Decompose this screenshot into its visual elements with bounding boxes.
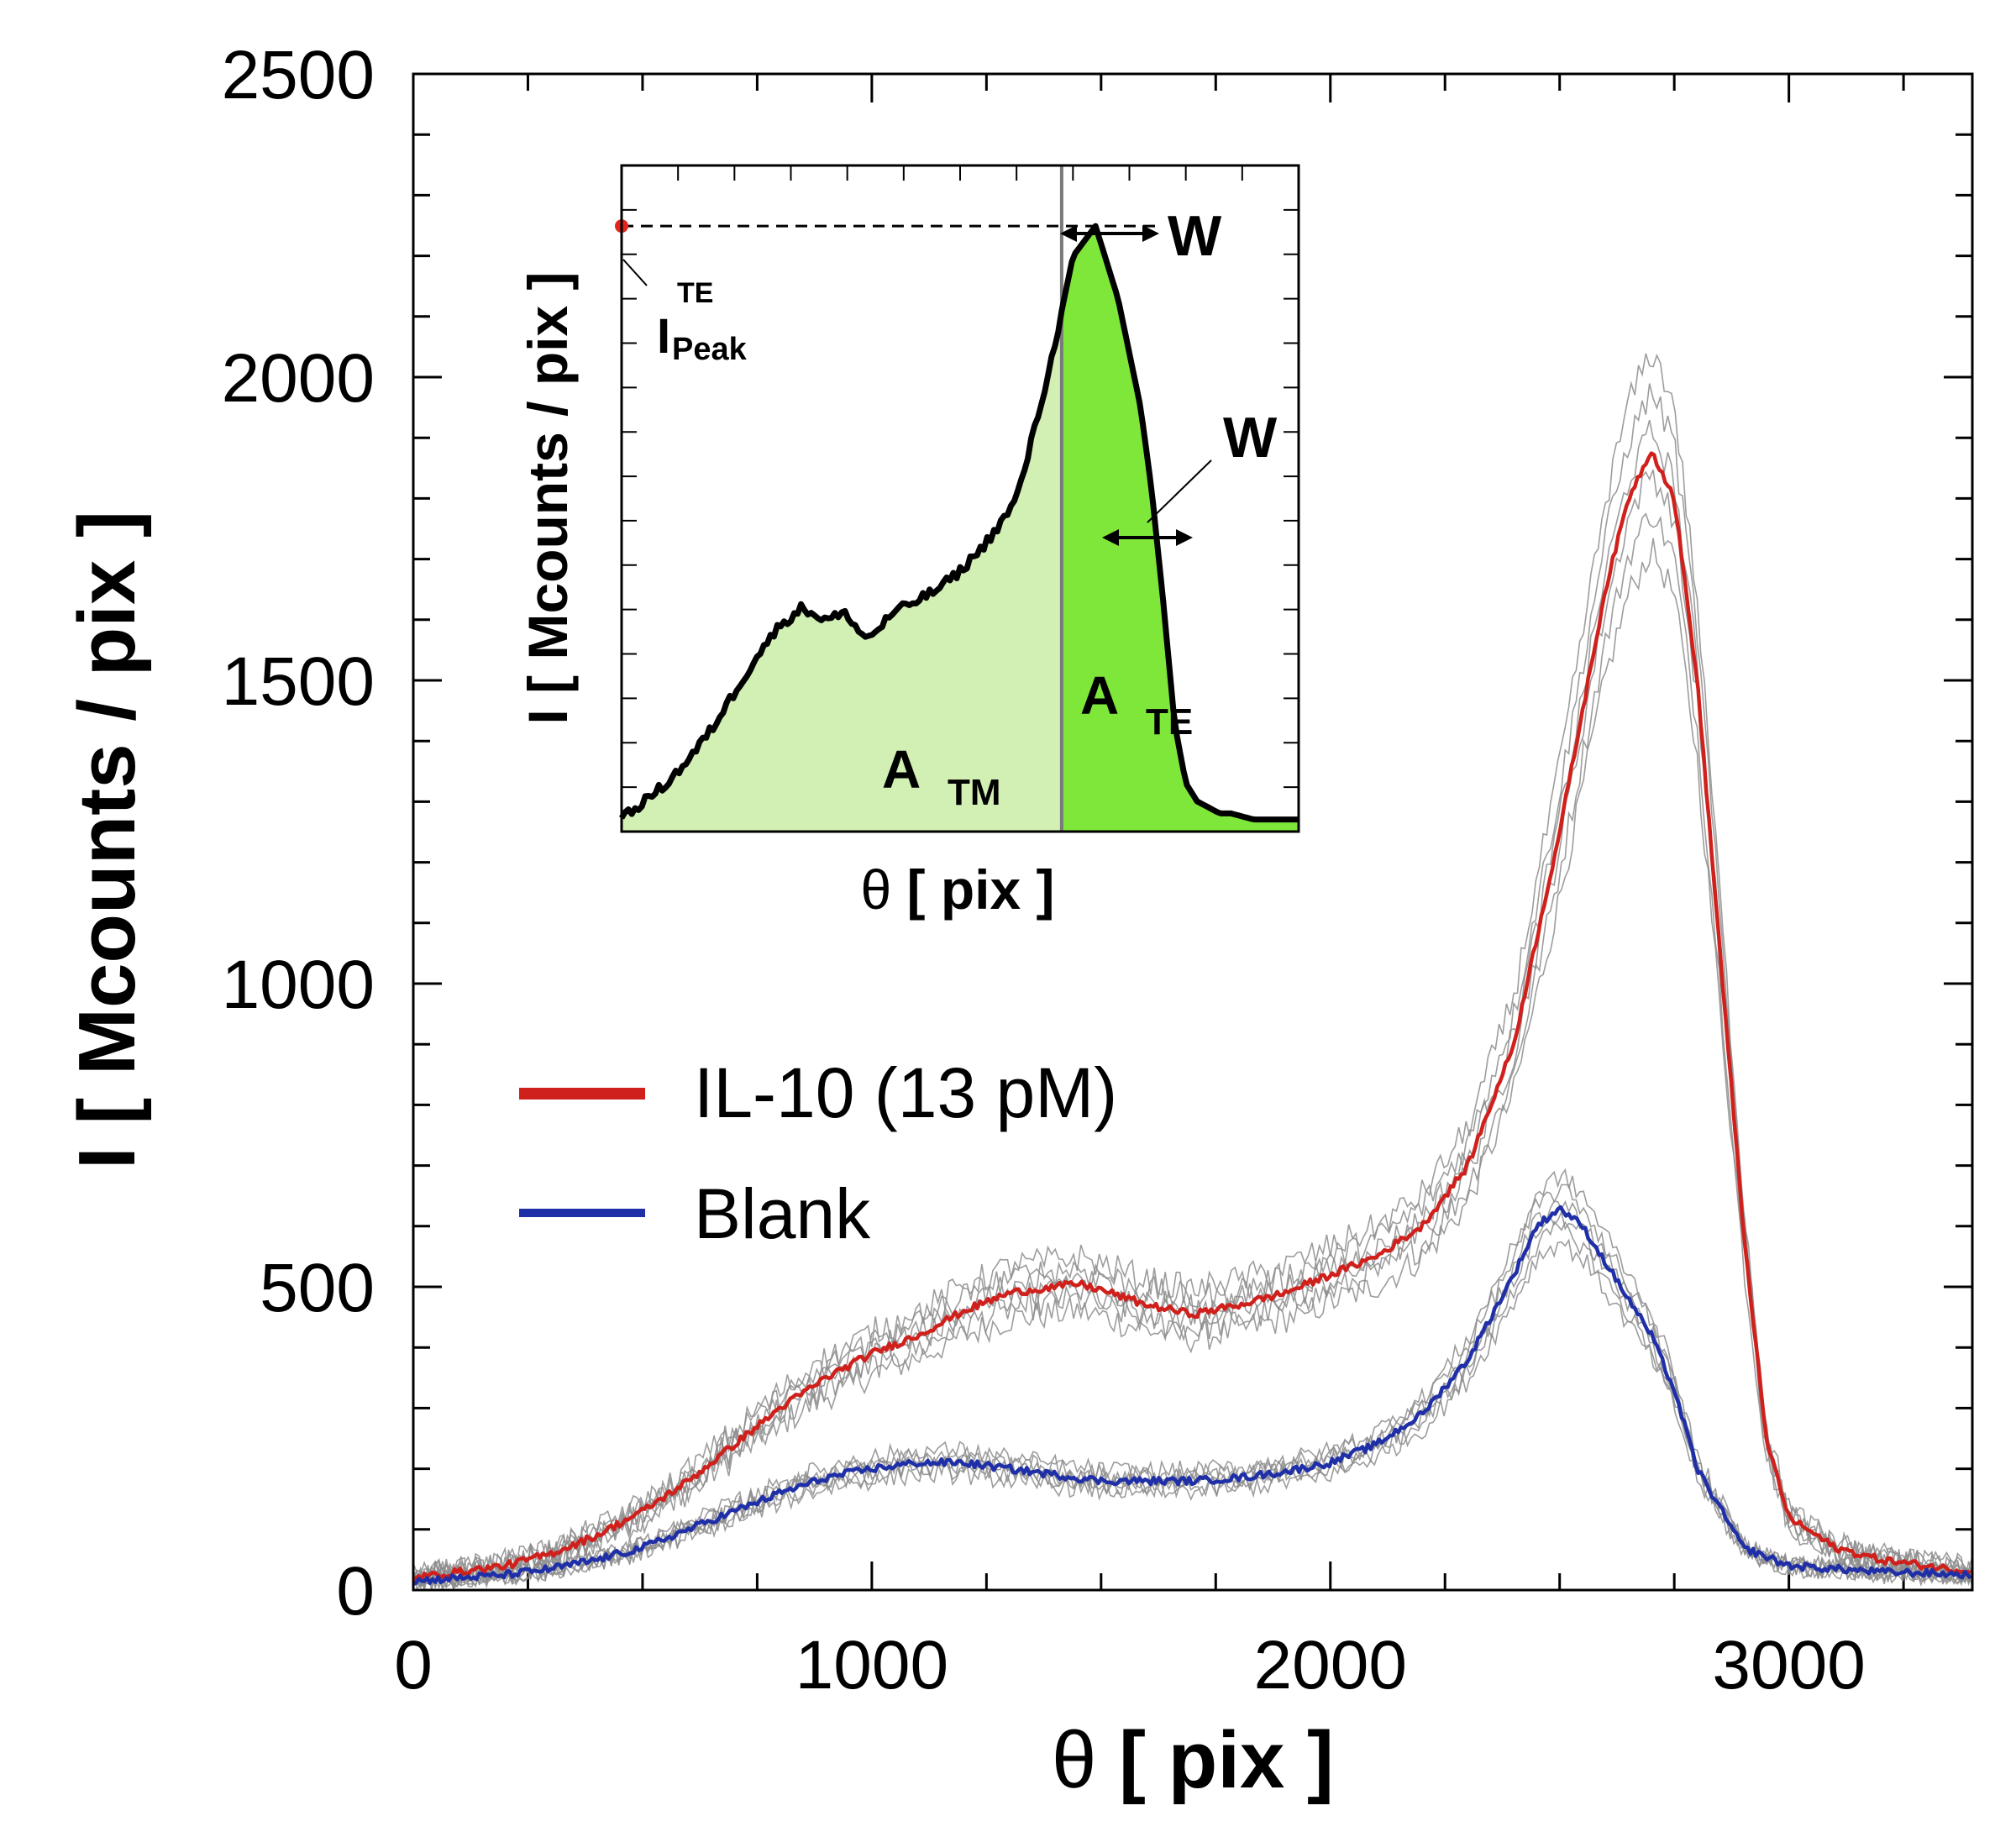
inset-area-tm-label: A xyxy=(882,739,921,800)
y-tick-label: 0 xyxy=(336,1553,375,1630)
x-tick-label: 2000 xyxy=(1254,1627,1407,1703)
replicate-trace xyxy=(412,353,1973,1588)
inset-peak-label-sup: TE xyxy=(677,277,713,309)
x-tick-labels: 0 1000 2000 3000 xyxy=(394,1627,1866,1703)
y-tick-label: 500 xyxy=(260,1250,375,1326)
plot-frame xyxy=(412,72,1974,1592)
inset-area-tm-sub: TM xyxy=(948,772,1001,813)
inset-w-top-label: W xyxy=(1168,204,1222,268)
inset-curve xyxy=(618,223,1299,823)
inset-w-mid-arrow xyxy=(1102,529,1193,546)
inset-area-te xyxy=(1061,226,1299,832)
x-axis-unit: [ pix ] xyxy=(1119,1715,1334,1805)
y-tick-label: 1000 xyxy=(222,947,375,1023)
inset-frame xyxy=(620,164,1300,833)
replicate-trace xyxy=(412,1168,1973,1588)
inset-y-axis-title: I [ Mcounts / pix ] xyxy=(517,272,579,725)
inset-peak-label-main: I xyxy=(657,309,670,364)
inset-chart: I TE Peak W W A TM A TE I [ Mcounts / pi… xyxy=(517,164,1300,921)
ticks-layer xyxy=(412,72,1972,1592)
x-tick-label: 1000 xyxy=(795,1627,948,1703)
y-axis-title: I [ Mcounts / pix ] xyxy=(62,511,152,1169)
legend: IL-10 (13 pM) Blank xyxy=(519,1053,1117,1253)
x-tick-label: 3000 xyxy=(1712,1627,1865,1703)
inset-peak-leader xyxy=(622,259,648,286)
series-line-il10 xyxy=(412,451,1971,1582)
inset-area-te-sub: TE xyxy=(1146,701,1193,743)
y-tick-label: 1500 xyxy=(222,643,375,720)
inset-area-te-label: A xyxy=(1080,665,1119,726)
series-layer xyxy=(412,451,1972,1586)
inset-area-tm xyxy=(622,311,1062,832)
inset-w-mid-leader xyxy=(1147,459,1212,523)
y-tick-label: 2000 xyxy=(222,340,375,417)
y-tick-labels: 0 500 1000 1500 2000 2500 xyxy=(222,37,375,1630)
legend-label-blank: Blank xyxy=(694,1174,871,1253)
inset-peak-label: I xyxy=(657,309,670,364)
series-line-blank xyxy=(412,1205,1972,1586)
inset-w-top-arrow xyxy=(1060,225,1159,242)
x-axis-title: θ [ pix ] xyxy=(1052,1715,1334,1805)
inset-w-mid-label: W xyxy=(1223,406,1278,470)
legend-label-il10: IL-10 (13 pM) xyxy=(694,1053,1117,1132)
inset-x-axis-title: θ [ pix ] xyxy=(860,858,1054,921)
replicate-trace xyxy=(412,512,1973,1585)
x-tick-label: 0 xyxy=(394,1627,433,1703)
x-axis-symbol: θ xyxy=(1052,1715,1096,1805)
inset-x-axis-symbol: θ xyxy=(860,858,891,921)
y-tick-label: 2500 xyxy=(222,37,375,113)
replicate-traces xyxy=(412,353,1973,1592)
inset-peak-label-sub: Peak xyxy=(672,332,748,367)
inset-x-axis-unit: [ pix ] xyxy=(907,858,1055,921)
